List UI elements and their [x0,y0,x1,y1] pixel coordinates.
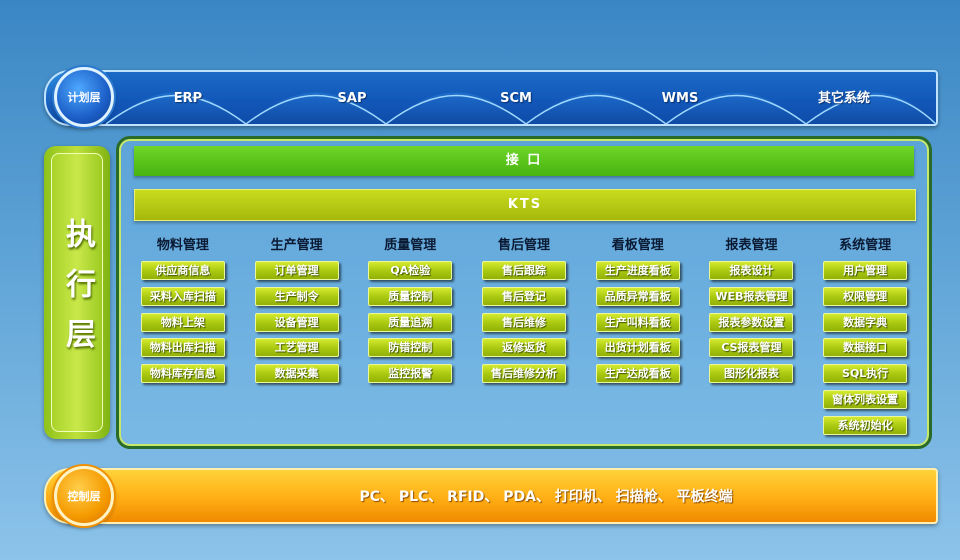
module-item[interactable]: 报表参数设置 [709,312,794,332]
module-item[interactable]: 图形化报表 [709,364,794,384]
module-title: 物料管理 [156,238,209,253]
module-item[interactable]: QA检验 [368,261,453,280]
module-quality: 质量管理 QA检验 质量控制 质量追溯 防错控制 监控报警 [353,236,467,442]
module-item[interactable]: 防错控制 [368,338,453,358]
system-wms: WMS [661,91,699,106]
planning-wave-decoration [105,72,936,124]
execution-layer-title: 执行层 [44,146,110,439]
module-item[interactable]: 数据字典 [823,312,908,332]
module-item[interactable]: 返修返货 [482,338,567,358]
module-item[interactable]: 生产叫料看板 [595,312,680,332]
module-title: 售后管理 [498,238,551,253]
control-layer-band: PC、 PLC、 RFID、 PDA、 打印机、 扫描枪、 平板终端 [44,468,938,524]
module-item[interactable]: 物料库存信息 [140,364,225,384]
module-item[interactable]: 窗体列表设置 [823,389,908,409]
module-item[interactable]: 售后登记 [482,286,567,306]
module-item[interactable]: 报表设计 [709,261,794,280]
module-item[interactable]: 订单管理 [254,261,339,280]
system-sap: SAP [337,91,367,106]
execution-layer-label: 执行层 [60,217,95,368]
module-item[interactable]: 品质异常看板 [595,286,680,306]
control-layer-badge: 控制层 [54,466,114,526]
module-title: 报表管理 [725,238,778,253]
module-item[interactable]: 监控报警 [368,364,453,384]
module-item[interactable]: 数据采集 [254,364,339,384]
module-item[interactable]: 工艺管理 [254,338,339,358]
module-item[interactable]: 物料出库扫描 [140,338,225,358]
module-columns: 物料管理 供应商信息 采料入库扫描 物料上架 物料出库扫描 物料库存信息 生产管… [126,236,922,442]
module-item[interactable]: 设备管理 [254,312,339,332]
module-item[interactable]: 出货计划看板 [595,338,680,358]
module-item[interactable]: 生产进度看板 [595,261,680,280]
module-item[interactable]: 供应商信息 [140,261,225,280]
module-item[interactable]: 生产制令 [254,286,339,306]
module-reports: 报表管理 报表设计 WEB报表管理 报表参数设置 CS报表管理 图形化报表 [695,236,809,442]
module-item[interactable]: 数据接口 [823,338,908,358]
module-title: 生产管理 [270,238,323,253]
system-other: 其它系统 [817,91,870,106]
module-item[interactable]: 系统初始化 [823,415,908,435]
module-item[interactable]: 采料入库扫描 [140,286,225,306]
module-item[interactable]: 售后跟踪 [482,261,567,280]
module-item[interactable]: 质量追溯 [368,312,453,332]
module-item[interactable]: 质量控制 [368,286,453,306]
module-item[interactable]: WEB报表管理 [709,286,794,306]
module-item[interactable]: 用户管理 [823,261,908,280]
module-item[interactable]: 权限管理 [823,286,908,306]
module-item[interactable]: 物料上架 [140,312,225,332]
module-title: 系统管理 [839,238,892,253]
planning-layer-band: ERP SAP SCM WMS 其它系统 [44,70,938,126]
module-item[interactable]: 售后维修分析 [482,364,567,384]
control-devices: PC、 PLC、 RFID、 PDA、 打印机、 扫描枪、 平板终端 [359,489,733,505]
module-title: 质量管理 [384,238,437,253]
planning-layer-badge: 计划层 [54,67,114,127]
module-system: 系统管理 用户管理 权限管理 数据字典 数据接口 SQL执行 窗体列表设置 系统… [808,236,922,442]
execution-layer-title-inner: 执行层 [51,153,103,432]
module-material: 物料管理 供应商信息 采料入库扫描 物料上架 物料出库扫描 物料库存信息 [126,236,240,442]
module-item[interactable]: CS报表管理 [709,338,794,358]
module-item[interactable]: SQL执行 [823,364,908,384]
interface-bar: 接 口 [134,146,914,176]
module-title: 看板管理 [611,238,664,253]
module-after-sales: 售后管理 售后跟踪 售后登记 售后维修 返修返货 售后维修分析 [467,236,581,442]
module-production: 生产管理 订单管理 生产制令 设备管理 工艺管理 数据采集 [240,236,354,442]
module-kanban: 看板管理 生产进度看板 品质异常看板 生产叫料看板 出货计划看板 生产达成看板 [581,236,695,442]
kts-bar: KTS [134,189,916,221]
system-erp: ERP [173,91,203,106]
module-item[interactable]: 售后维修 [482,312,567,332]
module-item[interactable]: 生产达成看板 [595,364,680,384]
system-scm: SCM [500,91,532,106]
